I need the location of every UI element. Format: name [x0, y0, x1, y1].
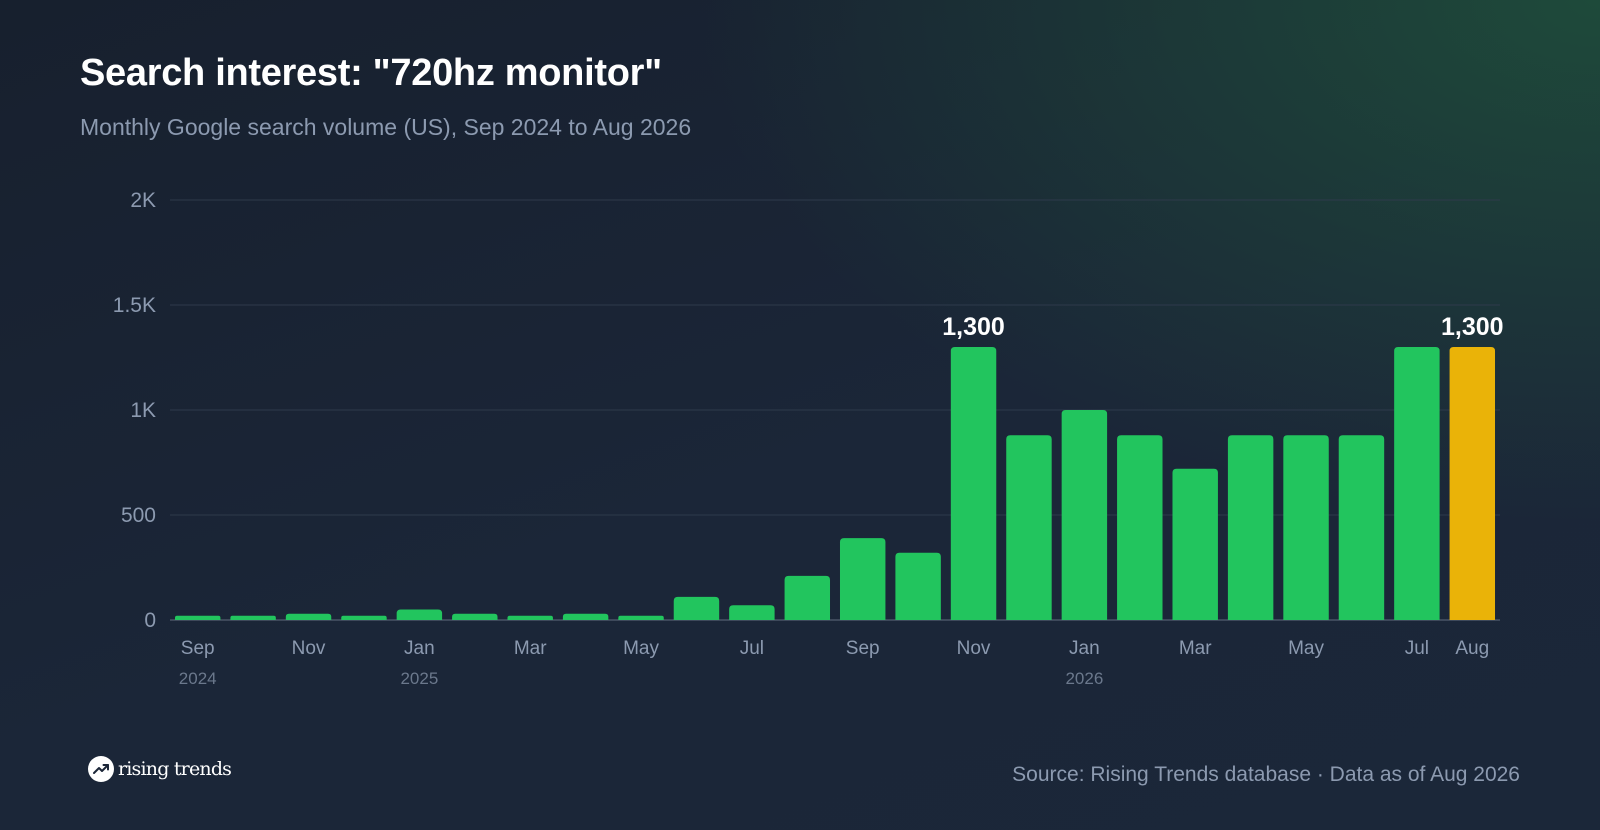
trending-up-icon [88, 756, 114, 782]
x-tick-label: Jan [404, 638, 435, 659]
y-tick-label: 0 [144, 609, 156, 632]
bar-nov-2024 [285, 613, 332, 620]
x-tick-label: Mar [1179, 638, 1212, 659]
bar-value-label: 1,300 [942, 313, 1005, 341]
bar-oct-2025 [895, 552, 941, 620]
bar-apr-2025 [562, 613, 609, 620]
bar-dec-2025 [1006, 435, 1052, 620]
bar-jan-2026 [1061, 410, 1108, 620]
bar-mar-2025 [507, 615, 553, 620]
year-label: 2025 [400, 669, 438, 688]
y-tick-label: 1K [130, 399, 156, 422]
data-labels: 1,300 1,300 [942, 313, 1503, 341]
bar-value-label: 1,300 [1441, 313, 1504, 341]
bar-may-2026 [1283, 435, 1329, 620]
brand-name: rising trends [118, 758, 232, 780]
y-tick-label: 2K [130, 189, 156, 212]
bar-mar-2026 [1172, 468, 1218, 620]
bar-jun-2026 [1338, 435, 1385, 620]
x-tick-label: Nov [957, 638, 991, 659]
year-label: 2026 [1065, 669, 1103, 688]
bar-oct-2024 [230, 615, 276, 620]
y-axis-ticks: 0 500 1K 1.5K 2K [113, 189, 156, 632]
bar-jan-2025 [396, 609, 443, 620]
x-tick-label: May [623, 638, 659, 659]
x-tick-label: Nov [292, 638, 326, 659]
x-tick-label: Jul [740, 638, 764, 659]
bar-jun-2025 [673, 596, 720, 620]
bar-feb-2026 [1117, 435, 1163, 620]
bar-apr-2026 [1227, 435, 1274, 620]
bars [174, 347, 1496, 620]
brand-logo: rising trends [88, 756, 232, 782]
x-tick-label: Jul [1405, 638, 1429, 659]
bar-nov-2025 [950, 347, 997, 620]
x-tick-label: Sep [181, 638, 215, 659]
bar-jul-2025 [729, 605, 775, 620]
y-tick-label: 500 [121, 504, 156, 527]
x-tick-label: Sep [846, 638, 880, 659]
chart-title: Search interest: "720hz monitor" [80, 52, 662, 94]
x-tick-label: Mar [514, 638, 547, 659]
bar-jul-2026 [1394, 347, 1440, 620]
bar-aug-2025 [784, 575, 831, 620]
y-tick-label: 1.5K [113, 294, 156, 317]
chart-subtitle: Monthly Google search volume (US), Sep 2… [80, 114, 692, 140]
x-tick-label: Aug [1455, 638, 1489, 659]
bar-feb-2025 [452, 613, 498, 620]
bar-chart: 0 500 1K 1.5K 2K Sep Nov Jan Mar May Jul Sep Nov Jan… [112, 189, 1503, 688]
x-axis-ticks: Sep Nov Jan Mar May Jul Sep Nov Jan Mar May Jul Aug 2… [179, 638, 1489, 688]
bar-sep-2025 [839, 538, 886, 620]
x-tick-label: May [1288, 638, 1324, 659]
bar-sep-2024 [174, 615, 221, 620]
bar-may-2025 [618, 615, 664, 620]
source-note: Source: Rising Trends database · Data as… [1012, 763, 1520, 786]
bar-aug-2026 [1449, 347, 1496, 620]
x-tick-label: Jan [1069, 638, 1100, 659]
grid-lines [170, 199, 1500, 621]
bar-dec-2024 [341, 615, 387, 620]
year-label: 2024 [179, 669, 217, 688]
